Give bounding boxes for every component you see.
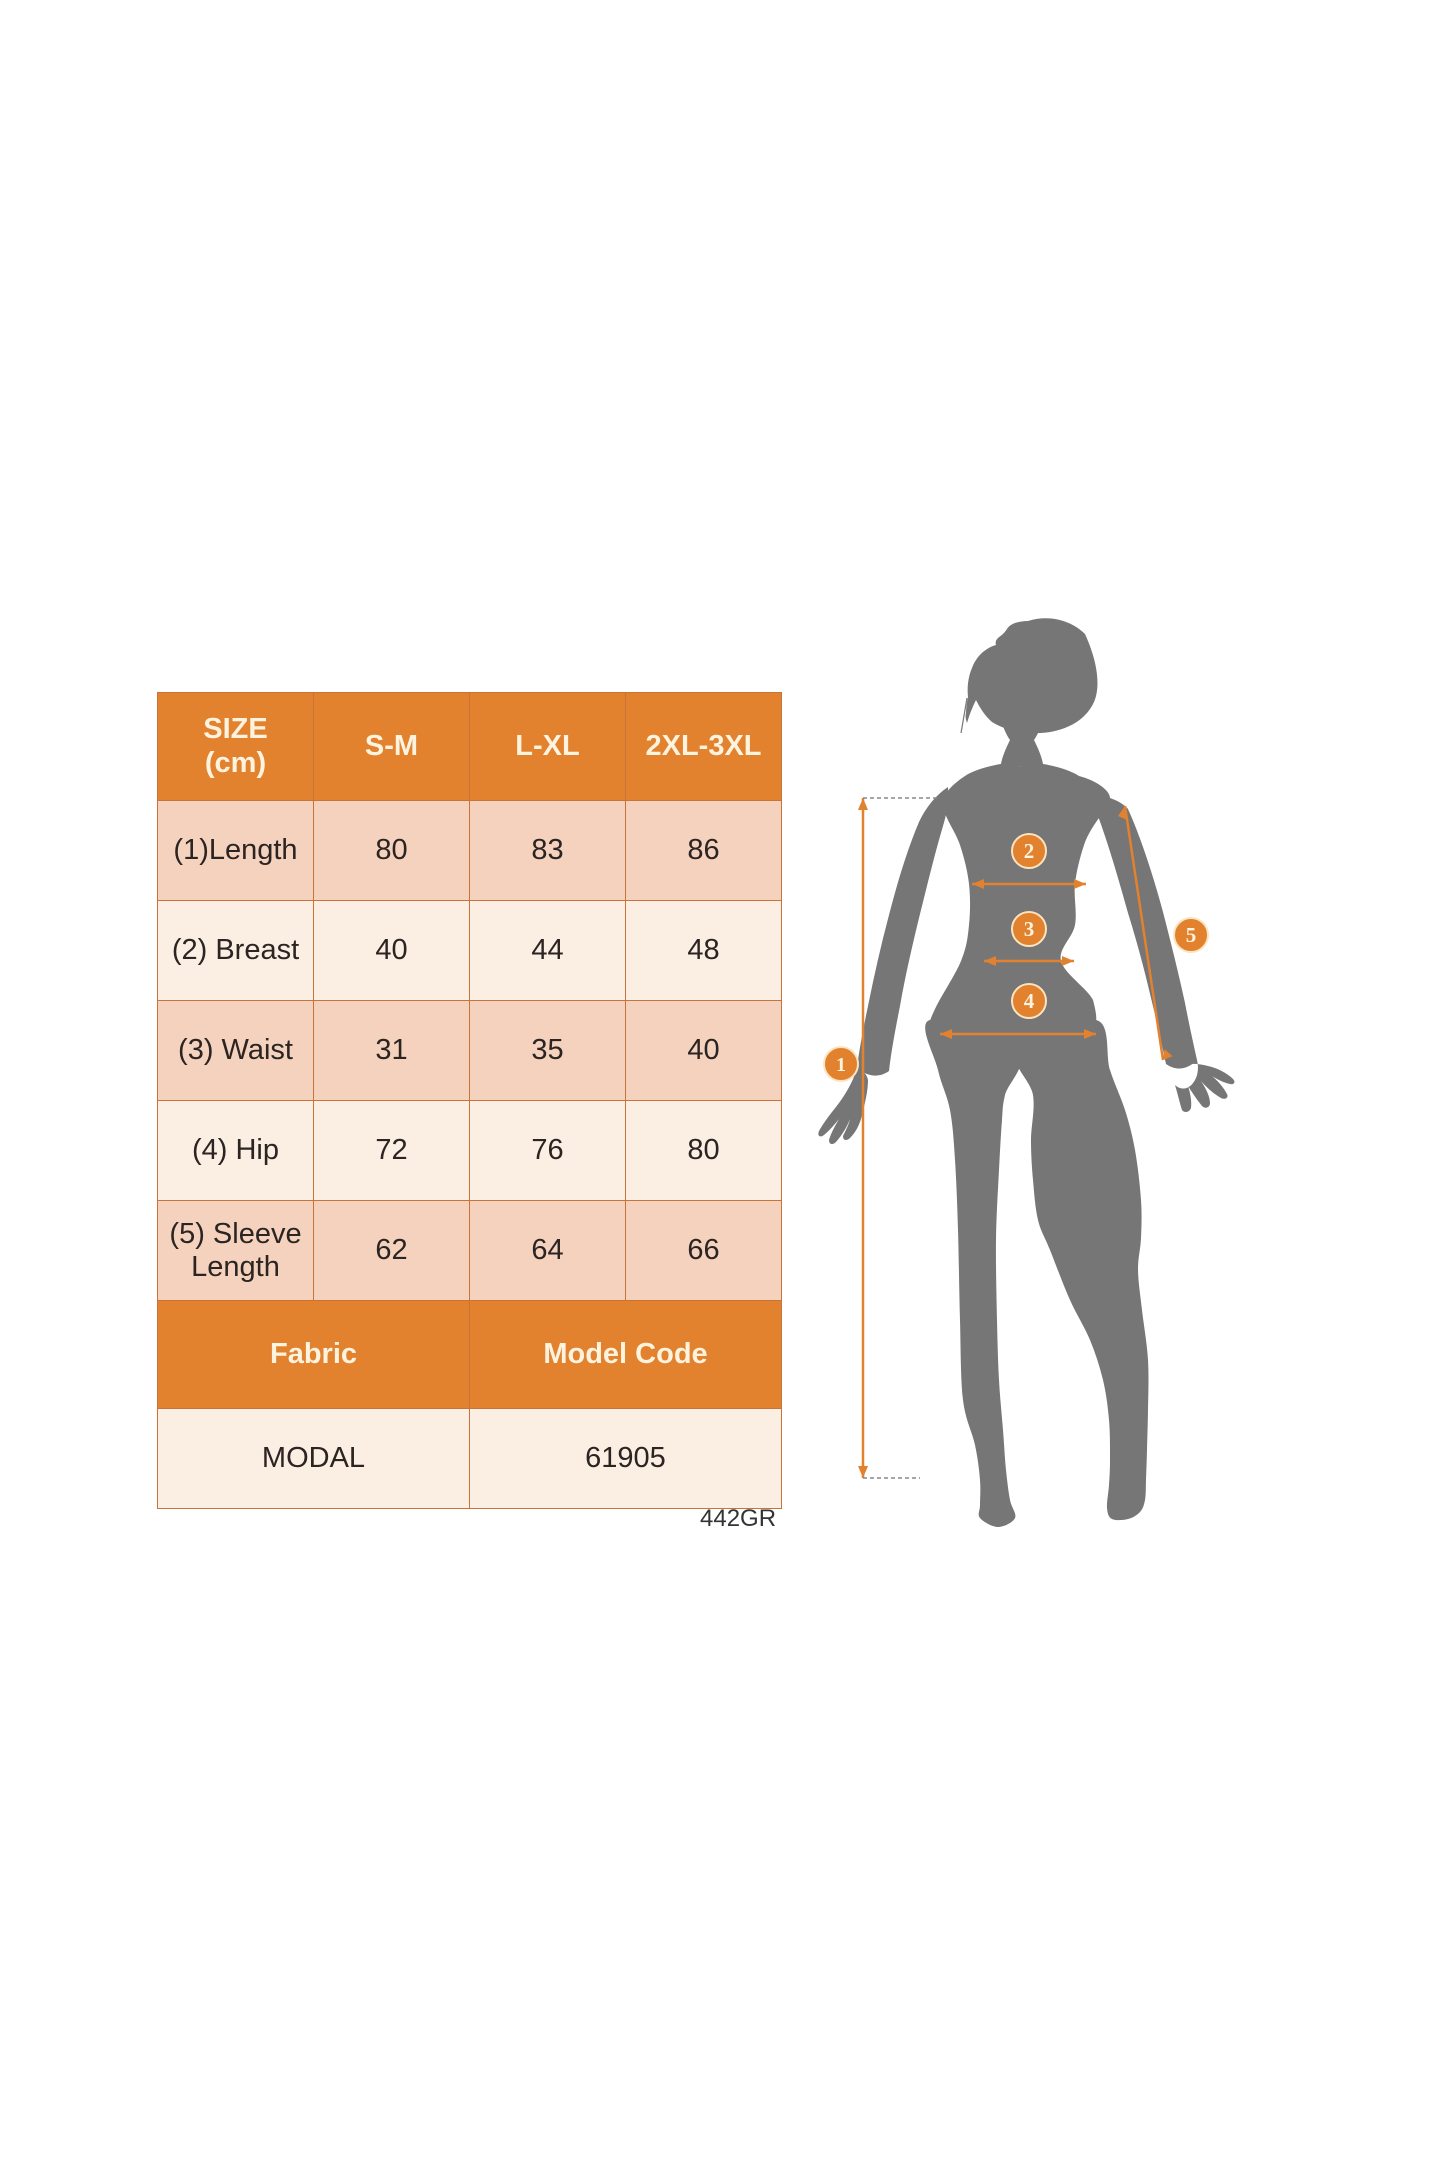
svg-text:2: 2 <box>1024 839 1035 863</box>
svg-text:4: 4 <box>1024 989 1035 1013</box>
svg-text:1: 1 <box>836 1054 846 1076</box>
svg-text:5: 5 <box>1186 923 1197 947</box>
svg-text:3: 3 <box>1024 917 1035 941</box>
